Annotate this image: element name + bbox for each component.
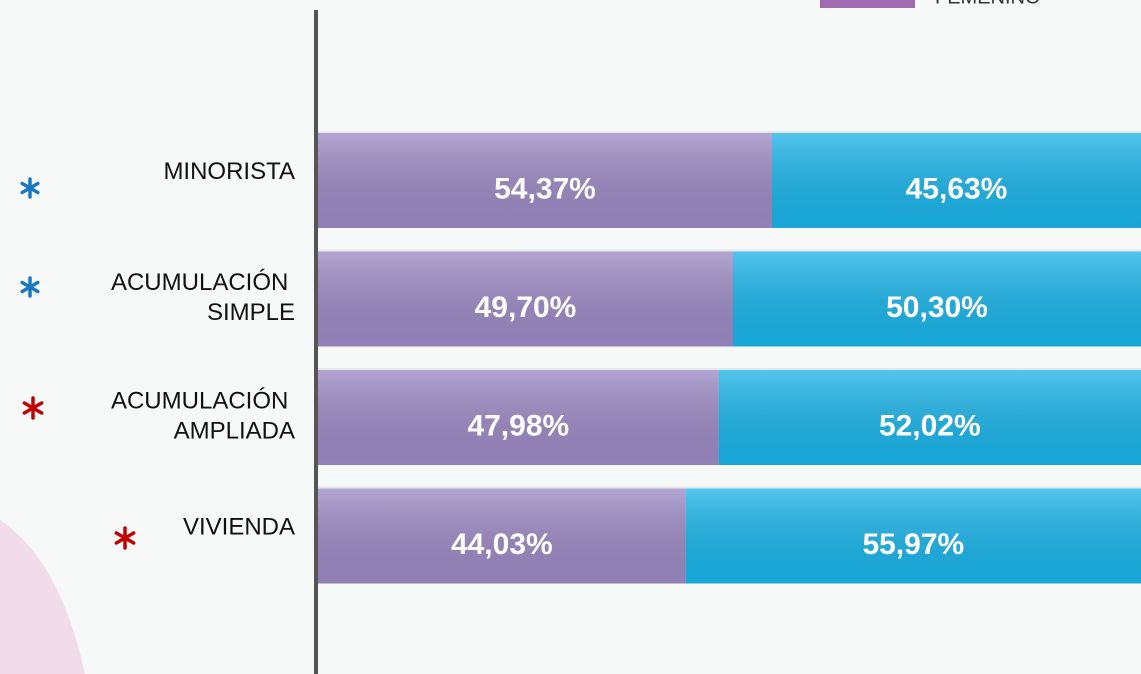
row-separator bbox=[318, 368, 1141, 370]
bar-shine bbox=[718, 370, 1141, 465]
value-label: 47,98% bbox=[467, 409, 569, 442]
row-separator bbox=[318, 131, 1141, 133]
value-label: 55,97% bbox=[862, 528, 964, 561]
category-label: ACUMULACIÓN AMPLIADA bbox=[111, 388, 295, 445]
category-label: VIVIENDA bbox=[183, 513, 295, 540]
asterisks bbox=[20, 177, 136, 550]
value-label: 50,30% bbox=[886, 291, 988, 324]
value-label: 52,02% bbox=[879, 409, 981, 442]
asterisk-stroke bbox=[20, 181, 40, 195]
value-label: 44,03% bbox=[451, 528, 553, 561]
category-label: ACUMULACIÓN SIMPLE bbox=[111, 269, 295, 326]
background-blob bbox=[0, 520, 85, 674]
bar-shine bbox=[318, 488, 686, 584]
asterisk-stroke bbox=[20, 280, 40, 294]
bar-shine bbox=[318, 370, 719, 465]
row-separator bbox=[318, 486, 1141, 489]
bar-shine bbox=[732, 251, 1141, 347]
bar-shine bbox=[771, 133, 1141, 228]
value-label: 54,37% bbox=[494, 172, 596, 205]
bar-shine bbox=[318, 251, 733, 347]
asterisk-stroke bbox=[114, 531, 136, 545]
value-label: 49,70% bbox=[475, 291, 577, 324]
asterisk-stroke bbox=[22, 401, 44, 415]
legend-label: FEMENINO bbox=[935, 0, 1041, 8]
value-label: 45,63% bbox=[906, 172, 1008, 205]
row-separator bbox=[318, 249, 1141, 252]
legend-swatch bbox=[820, 0, 915, 8]
category-label: MINORISTA bbox=[163, 158, 295, 185]
bar-shine bbox=[318, 133, 772, 228]
bar-shine bbox=[685, 488, 1141, 584]
